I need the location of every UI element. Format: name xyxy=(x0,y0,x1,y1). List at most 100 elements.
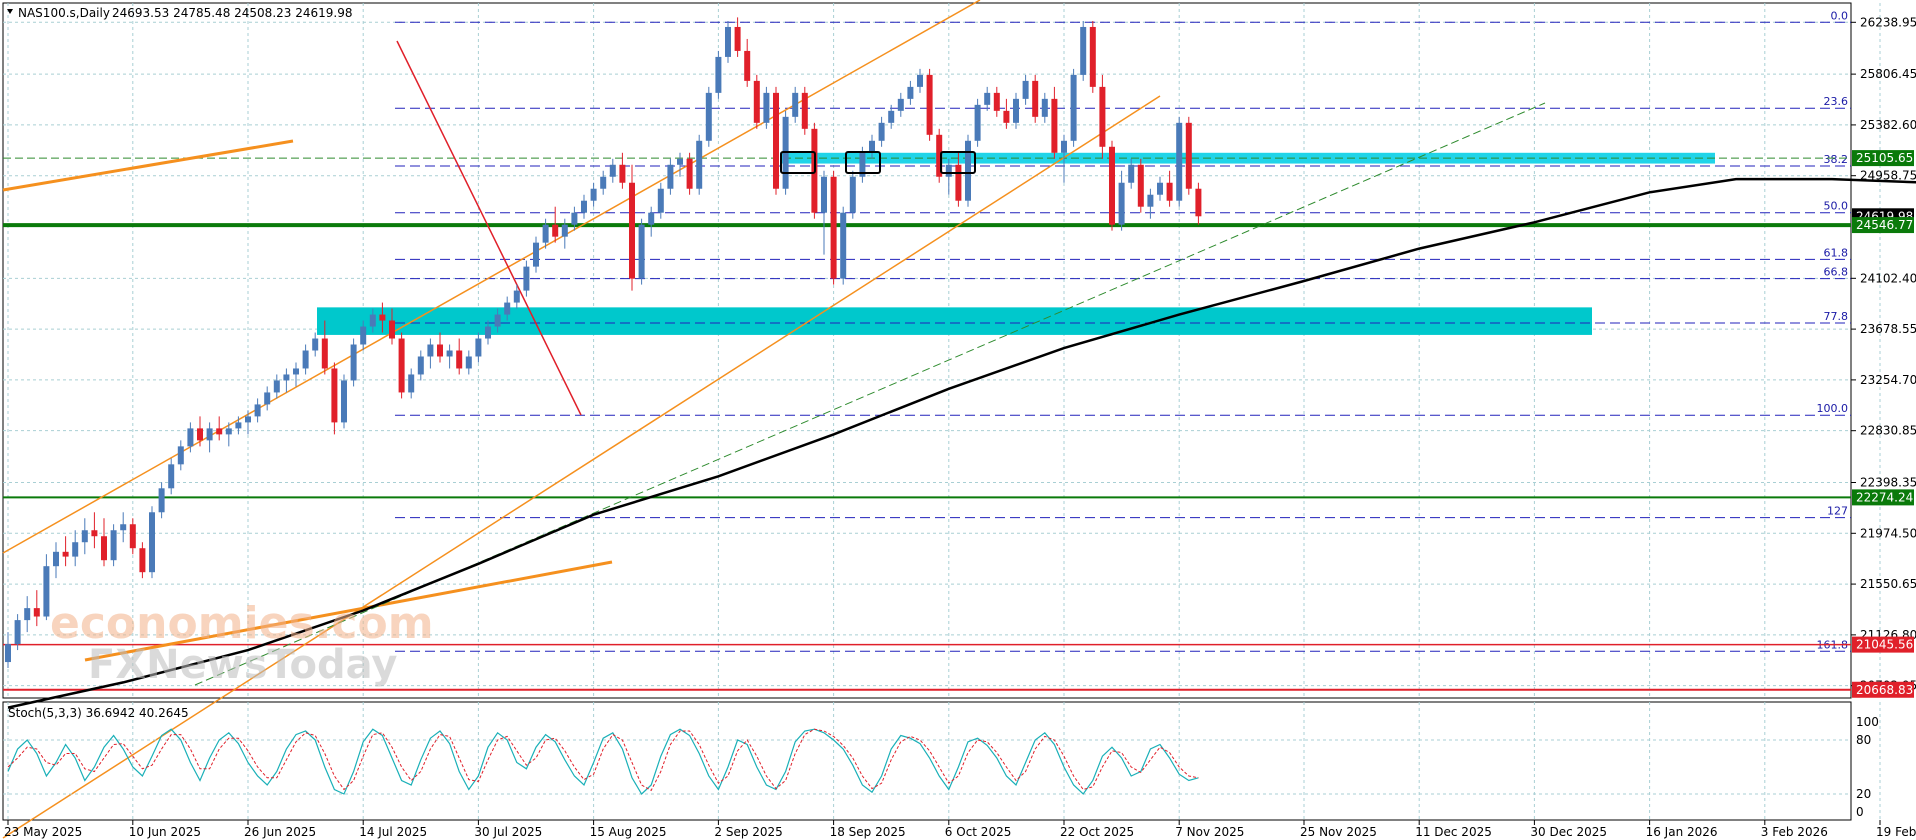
candle-body xyxy=(177,446,184,465)
candle-body xyxy=(955,164,962,201)
candle-body xyxy=(552,224,559,237)
candle-body xyxy=(110,530,117,561)
candle-body xyxy=(744,50,751,81)
header-dropdown-icon[interactable] xyxy=(7,9,13,14)
price-tick-label: 23254.70 xyxy=(1860,373,1916,387)
price-tick-label: 22830.85 xyxy=(1860,424,1916,438)
candle-body xyxy=(456,350,463,369)
candle-body xyxy=(1128,164,1135,183)
candle-body xyxy=(417,356,424,375)
candle-body xyxy=(753,80,760,123)
fib-level-label: 127 xyxy=(1827,505,1848,518)
fib-level-label: 100.0 xyxy=(1817,402,1849,415)
date-tick-label: 22 Oct 2025 xyxy=(1060,825,1134,839)
highlight-box xyxy=(780,151,816,174)
candle-body xyxy=(821,176,827,213)
candle-body xyxy=(62,551,69,557)
price-tag-label: 24546.77 xyxy=(1856,218,1913,232)
candle-body xyxy=(101,536,107,561)
price-tag xyxy=(1852,150,1914,167)
ma-line xyxy=(7,177,1916,709)
candle-body xyxy=(1080,26,1087,75)
fib-anchor-line xyxy=(396,40,582,416)
candle-body xyxy=(1118,182,1125,225)
candle-body xyxy=(398,338,405,393)
candle-body xyxy=(129,524,136,549)
candle-body xyxy=(609,164,616,177)
candle-body xyxy=(590,188,597,201)
price-axis: 26238.95 25806.45 25382.60 24958.75 24102.40… xyxy=(1851,15,1916,698)
candle-body xyxy=(917,74,923,87)
candle-body xyxy=(1089,26,1096,87)
candle-body xyxy=(523,266,530,291)
price-tag xyxy=(1852,217,1914,234)
date-tick-label: 2 Sep 2025 xyxy=(714,825,782,839)
price-tag xyxy=(1852,636,1914,653)
candle-body xyxy=(1176,122,1183,201)
candle-body xyxy=(734,26,741,51)
fib-level-label: 23.6 xyxy=(1824,95,1849,108)
candle-body xyxy=(696,140,703,189)
candle-body xyxy=(1109,146,1115,225)
price-tick-label: 21974.50 xyxy=(1860,526,1916,540)
candle-body xyxy=(427,344,434,357)
candle-body xyxy=(984,92,991,105)
candle-body xyxy=(936,134,943,177)
candle-body xyxy=(581,200,587,213)
candle-body xyxy=(321,338,328,369)
candle-body xyxy=(206,428,213,441)
candle-body xyxy=(504,302,511,315)
candle-body xyxy=(657,188,664,213)
candle-body xyxy=(283,374,290,381)
price-tag-label: 21045.56 xyxy=(1856,638,1913,652)
candle-body xyxy=(686,158,693,189)
candle-body xyxy=(187,428,194,447)
candle-body xyxy=(561,224,568,237)
grid xyxy=(3,3,1881,820)
candle-body xyxy=(840,212,847,279)
candle-body xyxy=(72,542,79,557)
candle-body xyxy=(1051,98,1058,153)
date-tick-label: 25 Nov 2025 xyxy=(1300,825,1377,839)
date-tick-label: 15 Aug 2025 xyxy=(590,825,667,839)
date-axis: 23 May 2025 10 Jun 2025 26 Jun 2025 14 Jul … xyxy=(4,820,1916,839)
candle-body xyxy=(302,350,309,369)
candle-body xyxy=(945,164,952,177)
date-tick-label: 14 Jul 2025 xyxy=(359,825,427,839)
candle-body xyxy=(792,92,799,117)
candle-body xyxy=(907,86,914,99)
price-tick-label: 25806.45 xyxy=(1860,67,1916,81)
trend-top-left xyxy=(2,139,294,192)
price-tick-label: 25382.60 xyxy=(1860,118,1916,132)
stoch-tick-label: 0 xyxy=(1856,805,1864,819)
candle-body xyxy=(139,548,146,573)
candle-body xyxy=(600,176,607,189)
watermark-line1: economies.com xyxy=(50,598,434,649)
date-tick-label: 30 Jul 2025 xyxy=(474,825,542,839)
candle-body xyxy=(801,92,808,129)
chart-header-ohlc: 24693.53 24785.48 24508.23 24619.98 xyxy=(112,6,352,20)
candle-body xyxy=(763,92,770,123)
candle-body xyxy=(1195,188,1202,217)
candle-body xyxy=(53,551,59,567)
fib-level-label: 38.2 xyxy=(1824,153,1849,166)
highlight-box xyxy=(940,151,976,174)
candle-body xyxy=(1070,74,1077,141)
candle-body xyxy=(1061,140,1067,153)
candle-body xyxy=(341,380,347,423)
candle-body xyxy=(331,368,338,423)
candle-body xyxy=(312,338,319,351)
date-tick-label: 23 May 2025 xyxy=(4,825,82,839)
candle-body xyxy=(14,620,21,645)
candle-body xyxy=(216,428,223,435)
candle-body xyxy=(667,164,674,189)
candle-body xyxy=(5,644,11,663)
candle-body xyxy=(897,98,904,111)
price-tag-label: 20668.83 xyxy=(1856,683,1913,697)
candle-body xyxy=(533,242,539,267)
candle-body xyxy=(830,176,837,279)
candle-body xyxy=(542,224,549,243)
candle-body xyxy=(715,56,722,93)
candle-body xyxy=(91,530,98,537)
candle-body xyxy=(254,404,261,417)
